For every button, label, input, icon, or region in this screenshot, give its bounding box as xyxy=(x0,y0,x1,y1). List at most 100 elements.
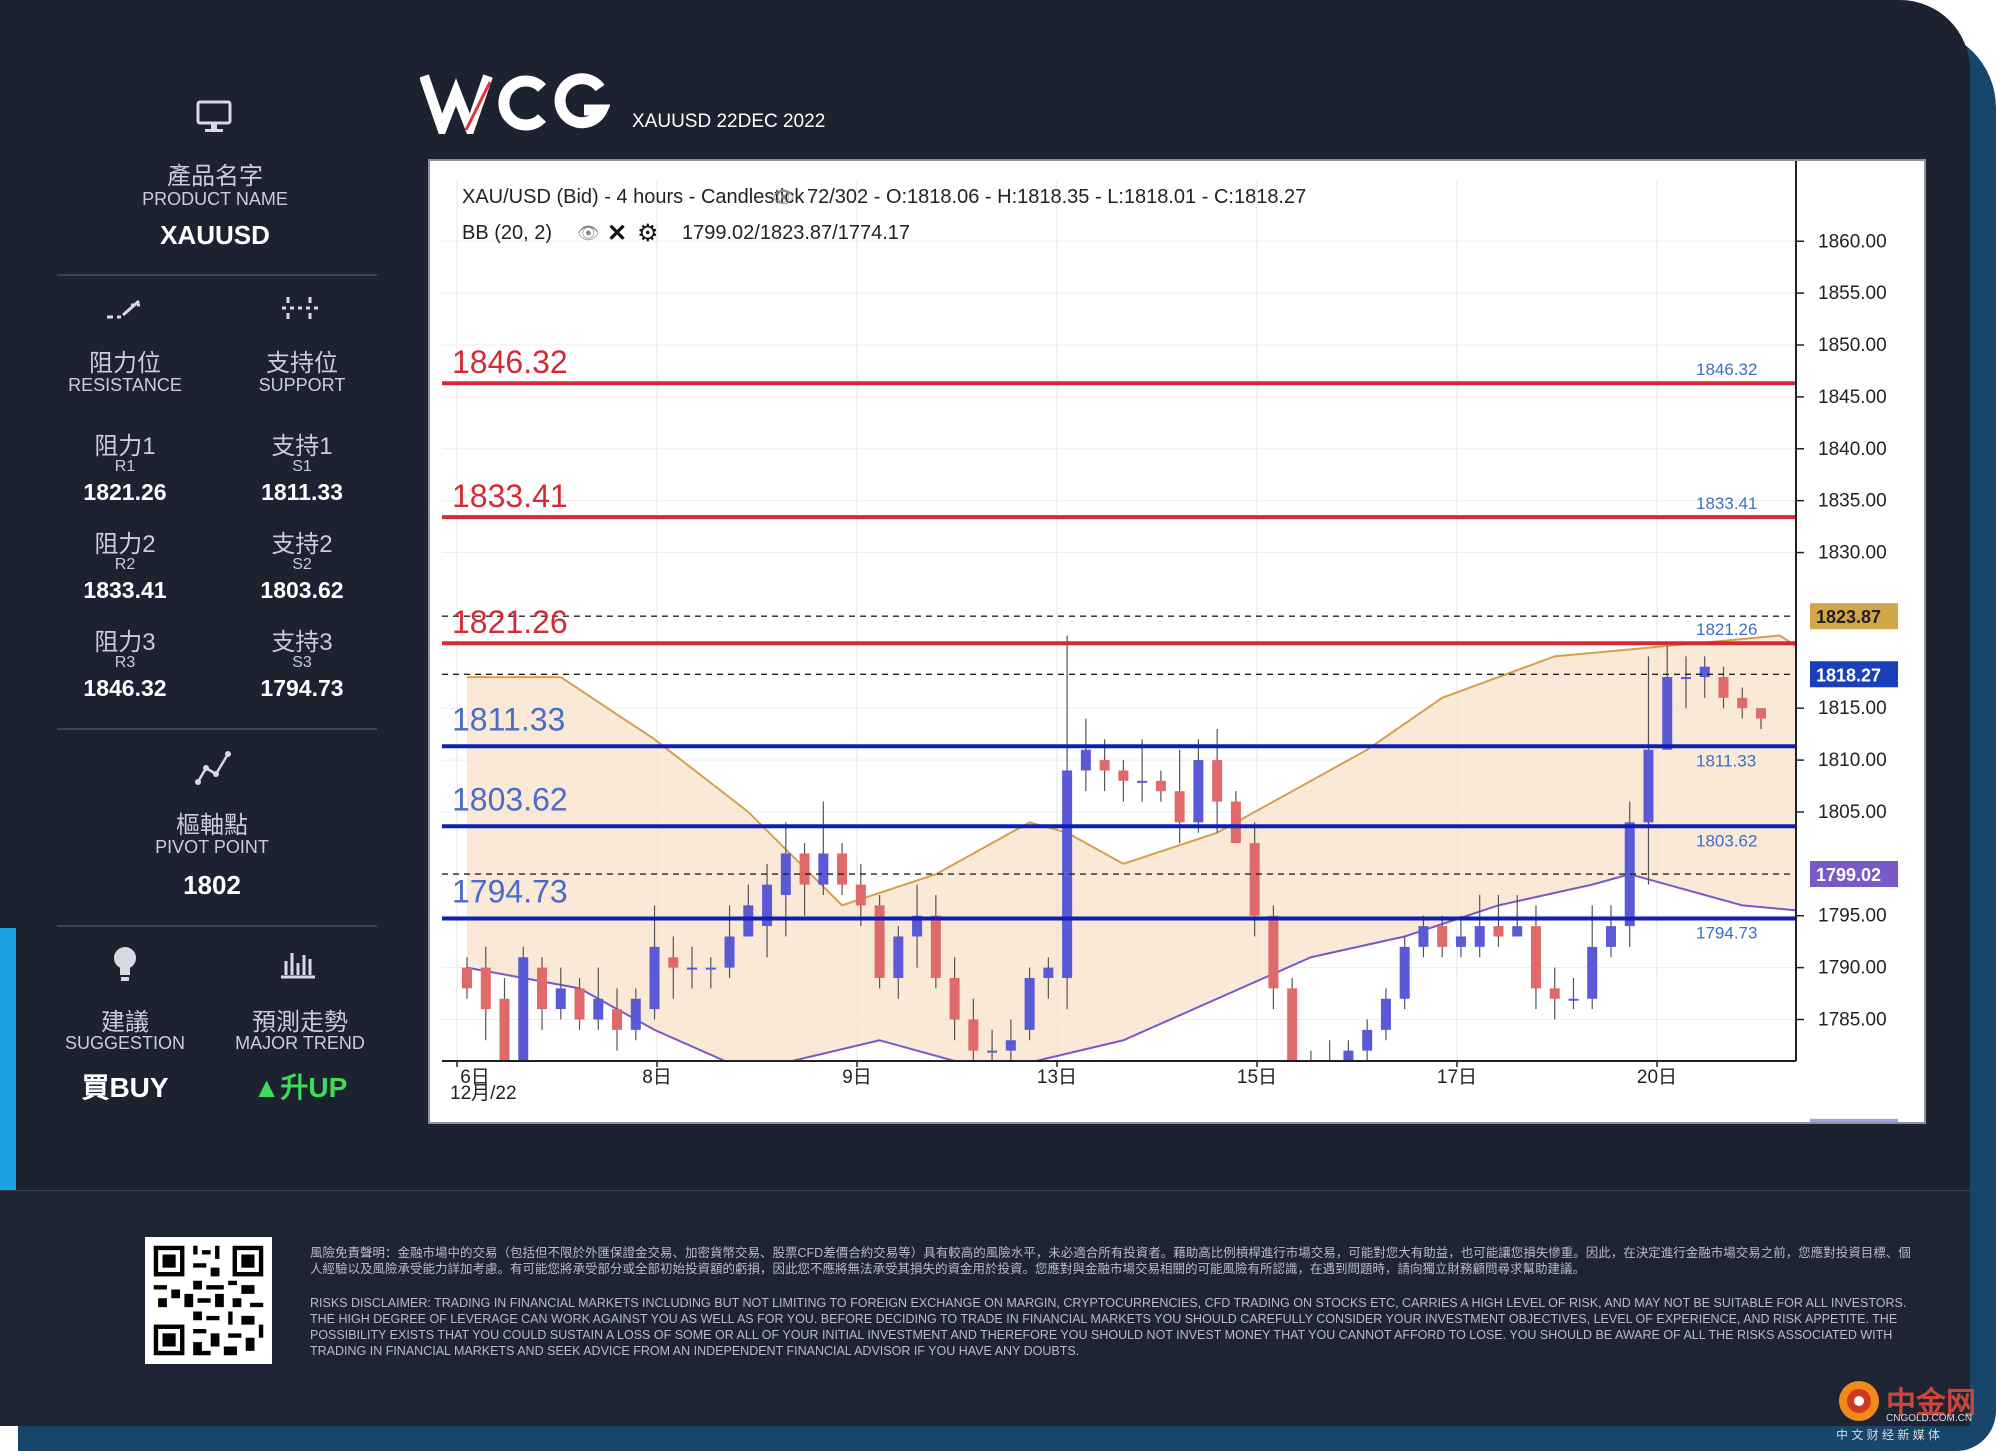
support-line-tag: 1803.62 xyxy=(1696,831,1757,850)
resistance-label-en: RESISTANCE xyxy=(68,375,182,395)
candle-bullish xyxy=(893,936,904,978)
x-tick-label: 17日 xyxy=(1437,1067,1477,1088)
trend-value: ▲升UP xyxy=(220,1066,380,1106)
y-tick-label: 1810.00 xyxy=(1818,750,1887,771)
candle-bullish xyxy=(1699,666,1710,678)
accent-bar xyxy=(0,928,16,1190)
trend-label-zh: 預測走勢 xyxy=(252,1009,348,1036)
r2-code: R2 xyxy=(114,556,136,573)
candle-bullish xyxy=(1362,1029,1373,1051)
candle-bearish xyxy=(874,905,885,978)
r3-code: R3 xyxy=(114,654,136,671)
resistance-label-zh: 阻力位 xyxy=(89,350,161,377)
cngold-logo-icon xyxy=(1839,1381,1879,1421)
footer xyxy=(0,1190,1970,1426)
s2-code: S2 xyxy=(292,556,312,573)
y-tick-label: 1850.00 xyxy=(1818,335,1887,356)
candle-bullish xyxy=(724,936,735,968)
watermark-title: 中金网 xyxy=(1886,1387,1976,1420)
trend-up-arrow-icon: ▲ xyxy=(252,1072,281,1103)
settings-gear-icon: ⚙ xyxy=(637,220,659,247)
support-label-zh: 支持位 xyxy=(266,350,338,377)
candle-bullish xyxy=(1568,998,1579,1001)
candle-bullish xyxy=(1605,926,1616,947)
lightbulb-icon xyxy=(114,947,136,981)
candle-bullish xyxy=(687,967,698,970)
support-line-label: 1803.62 xyxy=(452,781,568,817)
s3-label-zh: 支持3 xyxy=(271,629,333,656)
y-tick-label: 1840.00 xyxy=(1818,439,1887,460)
y-tick-label: 1790.00 xyxy=(1818,958,1887,979)
candle-bullish xyxy=(1137,780,1148,783)
candle-bullish xyxy=(1399,946,1410,999)
pivot-value: 1802 xyxy=(183,870,241,900)
r1-label-zh: 阻力1 xyxy=(94,433,156,460)
candle-bullish xyxy=(630,998,641,1030)
candle-bearish xyxy=(930,915,941,978)
candle-bullish xyxy=(555,988,566,1010)
y-tick-label: 1845.00 xyxy=(1818,387,1887,408)
candle-bullish xyxy=(593,998,604,1020)
ohlc-info: 72/302 - O:1818.06 - H:1818.35 - L:1818.… xyxy=(807,186,1306,208)
r3-label-zh: 阻力3 xyxy=(94,629,156,656)
candle-bullish xyxy=(1512,926,1523,937)
wcg-logo xyxy=(420,73,610,134)
r2-label-zh: 阻力2 xyxy=(94,531,156,558)
candle-bullish xyxy=(1062,770,1073,978)
y-tick-label: 1785.00 xyxy=(1818,1009,1887,1030)
disclaimer-zh: 風險免責聲明：金融市場中的交易（包括但不限於外匯保證金交易、加密貨幣交易、股票C… xyxy=(310,1246,1911,1276)
candle-bearish xyxy=(968,1019,979,1051)
product-name-label-zh: 產品名字 xyxy=(167,163,263,190)
candle-bearish xyxy=(462,967,472,989)
y-tick-label: 1835.00 xyxy=(1818,491,1887,512)
candle-bearish xyxy=(612,1009,623,1030)
candle-bearish xyxy=(1530,926,1541,989)
resistance-line-tag: 1846.32 xyxy=(1696,360,1757,379)
r1-code: R1 xyxy=(114,458,136,475)
candlestick-chart[interactable]: 1846.32 1846.32 1833.41 1833.41 1821.26 1821.… xyxy=(430,161,1924,1122)
y-tick-label: 1805.00 xyxy=(1818,802,1887,823)
resistance-line-label: 1821.26 xyxy=(452,604,568,640)
candle-bearish xyxy=(1737,697,1748,709)
y-tick-label: 1795.00 xyxy=(1818,906,1887,927)
support-line-tag: 1794.73 xyxy=(1696,924,1757,943)
candle-bullish xyxy=(1624,822,1635,927)
trend-label-en: MAJOR TREND xyxy=(235,1033,365,1053)
candle-bullish xyxy=(1193,760,1204,823)
resistance-line-tag: 1821.26 xyxy=(1696,620,1757,639)
candle-bullish xyxy=(1043,967,1054,978)
resistance-line-label: 1846.32 xyxy=(452,344,568,380)
s2-value: 1803.62 xyxy=(260,577,344,603)
candle-bearish xyxy=(1268,915,1279,989)
monitor-icon xyxy=(196,100,232,132)
divider xyxy=(57,925,377,927)
eye-icon: 👁 xyxy=(772,187,795,207)
s1-label-zh: 支持1 xyxy=(271,433,333,460)
candle-bullish xyxy=(1418,926,1429,947)
s1-value: 1811.33 xyxy=(261,479,343,505)
candle-bearish xyxy=(855,884,866,906)
y-tick-label: 1815.00 xyxy=(1818,698,1887,719)
candle-bullish xyxy=(1455,936,1466,947)
chart-title: XAU/USD (Bid) - 4 hours - Candlestick xyxy=(462,186,805,208)
qr-code[interactable] xyxy=(145,1237,272,1364)
candle-bearish xyxy=(499,998,510,1061)
trend-value-text: 升UP xyxy=(280,1072,348,1103)
candle-bearish xyxy=(1549,988,1560,999)
candle-bullish xyxy=(912,915,923,937)
s1-code: S1 xyxy=(292,458,312,475)
bollinger-band-fill xyxy=(467,635,1796,1061)
x-tick-label: 15日 xyxy=(1237,1067,1277,1088)
candle-bearish xyxy=(1174,791,1185,823)
candle-bullish xyxy=(1662,677,1673,750)
bollinger-upper-line xyxy=(467,634,1796,907)
candle-bullish xyxy=(705,967,716,970)
x-tick-label: 8日 xyxy=(642,1067,672,1088)
pivot-icon xyxy=(195,751,231,785)
candle-bullish xyxy=(1643,749,1654,823)
report-subtitle: XAUUSD 22DEC 2022 xyxy=(632,111,826,132)
candle-bullish xyxy=(1380,998,1391,1030)
x-tick-label: 20日 xyxy=(1637,1067,1677,1088)
close-icon: ✕ xyxy=(607,220,627,247)
candle-bearish xyxy=(537,967,548,1010)
